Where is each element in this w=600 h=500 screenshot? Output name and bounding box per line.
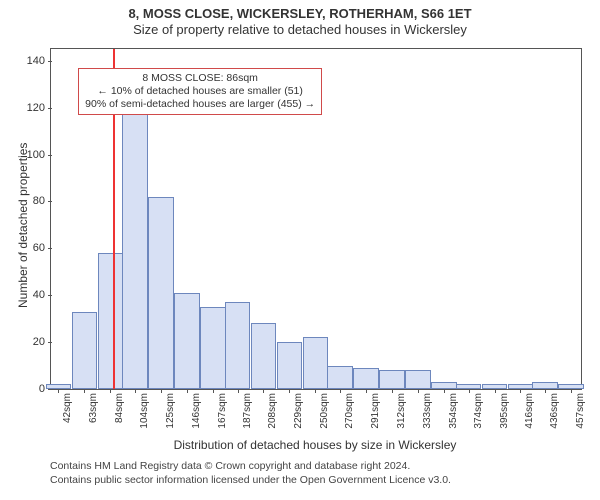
- chart-subtitle: Size of property relative to detached ho…: [0, 22, 600, 37]
- histogram-bar: [174, 293, 199, 389]
- chart-title: 8, MOSS CLOSE, WICKERSLEY, ROTHERHAM, S6…: [0, 0, 600, 22]
- x-tick: 457sqm: [571, 393, 586, 429]
- plot-area: 02040608010012014042sqm63sqm84sqm104sqm1…: [50, 48, 582, 390]
- x-tick: 167sqm: [213, 393, 228, 429]
- annotation-box: 8 MOSS CLOSE: 86sqm← 10% of detached hou…: [78, 68, 322, 115]
- histogram-bar: [303, 337, 328, 389]
- annotation-line: 8 MOSS CLOSE: 86sqm: [85, 72, 315, 85]
- histogram-bar: [532, 382, 557, 389]
- x-tick: 270sqm: [340, 393, 355, 429]
- histogram-bar: [200, 307, 225, 389]
- x-tick: 208sqm: [263, 393, 278, 429]
- chart-container: 8, MOSS CLOSE, WICKERSLEY, ROTHERHAM, S6…: [0, 0, 600, 500]
- y-tick: 100: [27, 149, 51, 161]
- x-tick: 84sqm: [110, 393, 125, 423]
- histogram-bar: [46, 384, 71, 389]
- y-tick: 120: [27, 102, 51, 114]
- x-tick: 125sqm: [161, 393, 176, 429]
- histogram-bar: [98, 253, 123, 389]
- y-tick: 20: [33, 336, 51, 348]
- x-tick: 291sqm: [366, 393, 381, 429]
- x-tick: 250sqm: [315, 393, 330, 429]
- x-tick: 436sqm: [545, 393, 560, 429]
- y-tick: 80: [33, 195, 51, 207]
- histogram-bar: [558, 384, 583, 389]
- x-tick: 333sqm: [418, 393, 433, 429]
- y-tick: 60: [33, 242, 51, 254]
- histogram-bar: [431, 382, 456, 389]
- histogram-bar: [353, 368, 378, 389]
- x-tick: 42sqm: [58, 393, 73, 423]
- x-tick: 395sqm: [495, 393, 510, 429]
- histogram-bar: [148, 197, 173, 389]
- x-tick: 416sqm: [520, 393, 535, 429]
- histogram-bar: [508, 384, 533, 389]
- histogram-bar: [225, 302, 250, 389]
- y-tick: 140: [27, 55, 51, 67]
- histogram-bar: [379, 370, 404, 389]
- histogram-bar: [405, 370, 430, 389]
- x-tick: 312sqm: [392, 393, 407, 429]
- histogram-bar: [482, 384, 507, 389]
- attribution-2: Contains public sector information licen…: [50, 474, 451, 487]
- histogram-bar: [72, 312, 97, 389]
- x-tick: 63sqm: [84, 393, 99, 423]
- histogram-bar: [251, 323, 276, 389]
- x-tick: 146sqm: [187, 393, 202, 429]
- histogram-bar: [456, 384, 481, 389]
- x-axis-label: Distribution of detached houses by size …: [50, 438, 580, 452]
- histogram-bar: [327, 366, 352, 389]
- x-tick: 229sqm: [289, 393, 304, 429]
- x-tick: 374sqm: [469, 393, 484, 429]
- histogram-bar: [277, 342, 302, 389]
- y-axis-label: Number of detached properties: [16, 143, 30, 308]
- annotation-line: ← 10% of detached houses are smaller (51…: [85, 85, 315, 98]
- annotation-line: 90% of semi-detached houses are larger (…: [85, 98, 315, 111]
- attribution-1: Contains HM Land Registry data © Crown c…: [50, 460, 410, 473]
- x-tick: 354sqm: [444, 393, 459, 429]
- x-tick: 104sqm: [135, 393, 150, 429]
- histogram-bar: [122, 112, 147, 389]
- x-tick: 187sqm: [238, 393, 253, 429]
- y-tick: 40: [33, 289, 51, 301]
